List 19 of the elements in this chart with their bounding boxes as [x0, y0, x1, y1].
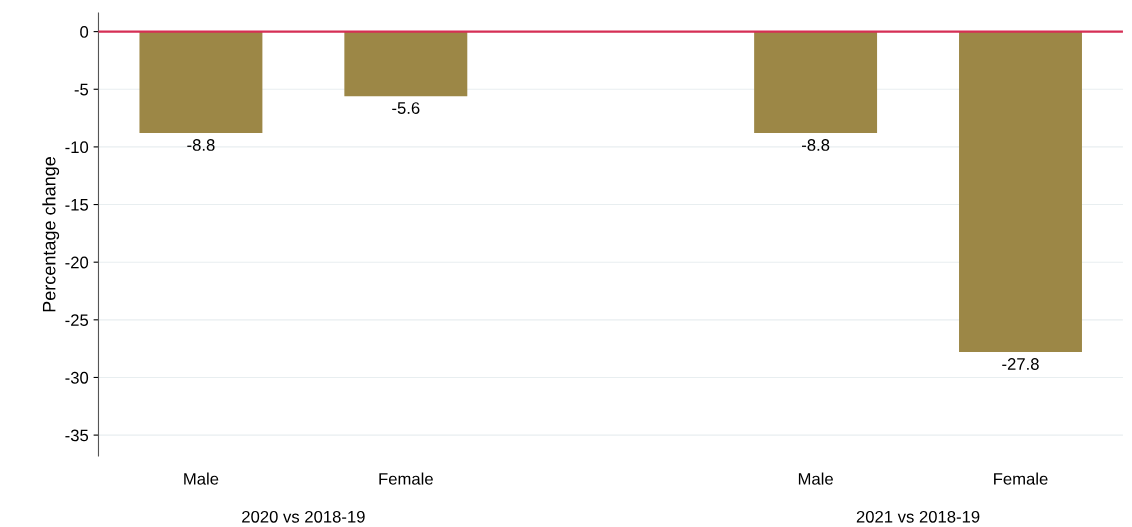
y-tick-label: -5	[74, 83, 89, 96]
data-label: -8.8	[801, 139, 830, 151]
y-tick-label: -20	[65, 256, 89, 269]
x-tick-label: Male	[798, 472, 833, 485]
data-label: -27.8	[1002, 358, 1039, 370]
y-tick-label: -10	[65, 141, 89, 154]
y-tick-label: -25	[65, 314, 89, 327]
data-label: -5.6	[392, 102, 420, 114]
x-tick-label: Female	[379, 472, 433, 485]
y-tick-label: 0	[80, 26, 89, 38]
text: 2021 vs 2018-19	[856, 510, 980, 523]
y-tick-label: -15	[65, 199, 89, 211]
y-axis-title: Percentage change	[42, 157, 60, 312]
data-label: -8.8	[187, 139, 215, 151]
x-tick-label: Female	[994, 472, 1048, 485]
y-tick-label: -30	[65, 371, 89, 384]
text: 2020 vs 2018-19	[242, 510, 365, 523]
y-tick-label: -35	[65, 429, 89, 442]
x-tick-label: Male	[184, 472, 219, 485]
